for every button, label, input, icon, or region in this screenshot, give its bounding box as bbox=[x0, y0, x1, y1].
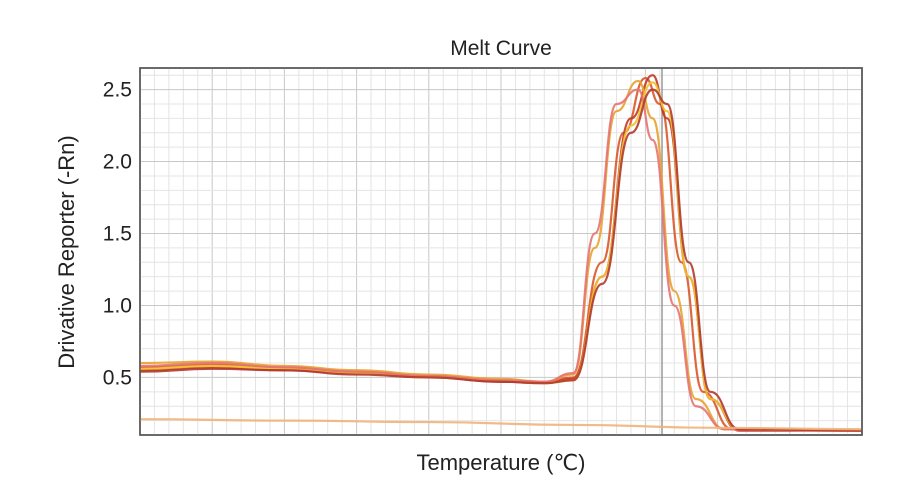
y-axis-ticks: 0.5 1.0 1.5 2.0 2.5 bbox=[103, 79, 132, 390]
y-tick-label: 2.5 bbox=[103, 79, 132, 102]
series-line-5 bbox=[139, 88, 863, 432]
grid-lines bbox=[140, 68, 862, 435]
y-tick-label: 0.5 bbox=[103, 366, 132, 389]
plot-frame-border bbox=[139, 67, 863, 436]
x-axis-label: Temperature (℃) bbox=[417, 450, 586, 475]
y-tick-label: 1.0 bbox=[103, 294, 132, 317]
chart-title: Melt Curve bbox=[450, 37, 552, 60]
series-line-6 bbox=[139, 88, 863, 432]
y-tick-label: 2.0 bbox=[103, 151, 132, 174]
y-axis-label: Drivative Reporter (-Rn) bbox=[54, 135, 79, 369]
series-line-7 bbox=[139, 418, 863, 431]
series-lines bbox=[139, 74, 863, 432]
y-tick-label: 1.5 bbox=[103, 223, 132, 246]
